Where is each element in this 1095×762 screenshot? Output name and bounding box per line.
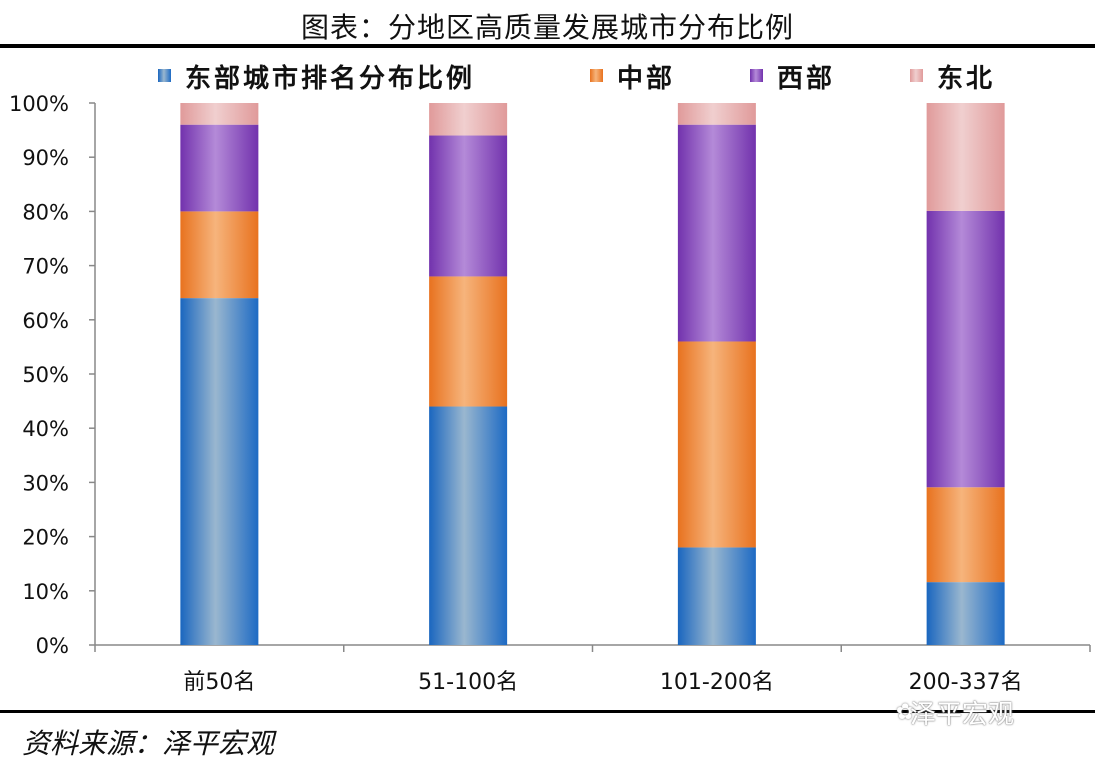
bar-segment <box>677 341 756 548</box>
legend-label: 中部 <box>617 64 675 94</box>
y-tick-label: 70% <box>22 255 69 279</box>
y-tick-label: 0% <box>36 634 69 658</box>
bars <box>180 103 1005 645</box>
bar-segment <box>429 406 508 645</box>
x-axis: 前50名 51-100名 101-200名 200-337名 <box>94 644 1091 695</box>
watermark: 泽平宏观 <box>910 700 1015 730</box>
legend-label: 西部 <box>777 64 835 94</box>
legend-swatch <box>158 69 171 82</box>
legend-swatch <box>750 69 763 82</box>
x-tick-label: 101-200名 <box>660 670 774 695</box>
y-tick-label: 40% <box>22 417 69 441</box>
bar-segment <box>926 487 1005 583</box>
y-tick-label: 50% <box>22 363 69 387</box>
y-tick-label: 90% <box>22 146 69 170</box>
bar-segment <box>180 124 259 212</box>
y-tick-label: 60% <box>22 309 69 333</box>
legend-swatch <box>910 69 923 82</box>
y-tick-label: 20% <box>22 526 69 550</box>
bottom-rule <box>0 710 1095 713</box>
legend-label: 东部城市排名分布比例 <box>185 63 475 94</box>
chart-title: 图表：分地区高质量发展城市分布比例 <box>300 11 794 44</box>
y-tick-label: 80% <box>22 200 69 224</box>
x-tick-label: 51-100名 <box>418 670 518 695</box>
legend-swatch <box>590 69 603 82</box>
legend: 东部城市排名分布比例 中部 西部 东北 <box>158 63 995 94</box>
bar-segment <box>180 103 259 125</box>
bar-segment <box>677 124 756 342</box>
top-rule <box>0 44 1095 48</box>
bar-segment <box>429 103 508 136</box>
bar-segment <box>429 276 508 407</box>
y-tick-label: 100% <box>9 92 69 116</box>
y-axis: 0% 10% 20% 30% 40% 50% 60% 70% 80% 90% 100% <box>9 92 96 658</box>
x-tick-label: 前50名 <box>183 670 255 695</box>
legend-label: 东北 <box>937 63 995 94</box>
wechat-icon: ✿ <box>896 700 915 725</box>
y-tick-label: 10% <box>22 580 69 604</box>
bar-segment <box>429 135 508 277</box>
bar-segment <box>180 298 259 645</box>
stacked-bar-chart: 东部城市排名分布比例 中部 西部 东北 0% 10% 20% 30% 40% 50% 60% 70%… <box>9 63 1091 695</box>
y-tick-label: 30% <box>22 471 69 495</box>
bar-segment <box>677 547 756 645</box>
bar-segment <box>180 211 259 299</box>
bar-segment <box>677 103 756 125</box>
x-tick-label: 200-337名 <box>909 670 1023 695</box>
bar-segment <box>926 210 1005 488</box>
bar-segment <box>926 582 1005 645</box>
bar-segment <box>926 103 1005 211</box>
source-note: 资料来源：泽平宏观 <box>22 727 275 760</box>
